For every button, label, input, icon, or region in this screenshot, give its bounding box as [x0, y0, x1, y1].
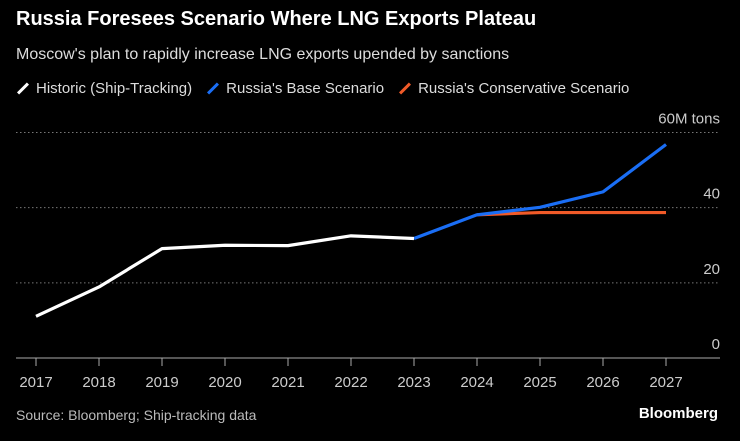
series-line-1: [413, 143, 667, 240]
series-line-0: [35, 234, 415, 318]
x-tick-label: 2027: [649, 374, 682, 391]
y-tick-label: 20: [703, 261, 720, 278]
legend-item-historic: Historic (Ship-Tracking): [16, 80, 192, 97]
chart-title: Russia Foresees Scenario Where LNG Expor…: [16, 8, 537, 30]
y-tick-label: 0: [712, 336, 720, 353]
legend-label: Russia's Conservative Scenario: [418, 80, 630, 97]
y-tick-label: 40: [703, 186, 720, 203]
x-tick-label: 2017: [19, 374, 52, 391]
source-note: Source: Bloomberg; Ship-tracking data: [16, 407, 257, 423]
x-tick-label: 2026: [586, 374, 619, 391]
bloomberg-logo: Bloomberg: [638, 405, 718, 422]
x-tick-label: 2024: [460, 374, 493, 391]
legend: Historic (Ship-Tracking) Russia's Base S…: [16, 80, 629, 97]
x-tick-label: 2023: [397, 374, 430, 391]
x-tick-label: 2019: [145, 374, 178, 391]
legend-label: Russia's Base Scenario: [226, 80, 385, 97]
series-line-2: [476, 210, 666, 217]
x-tick-label: 2021: [271, 374, 304, 391]
y-tick-label: 60M tons: [658, 111, 720, 128]
legend-label: Historic (Ship-Tracking): [36, 80, 193, 97]
chart-subtitle: Moscow's plan to rapidly increase LNG ex…: [16, 46, 510, 63]
legend-item-base: Russia's Base Scenario: [206, 80, 384, 97]
x-tick-label: 2018: [82, 374, 115, 391]
x-tick-label: 2022: [334, 374, 367, 391]
legend-item-conservative: Russia's Conservative Scenario: [398, 80, 629, 97]
x-tick-label: 2020: [208, 374, 241, 391]
x-tick-label: 2025: [523, 374, 556, 391]
